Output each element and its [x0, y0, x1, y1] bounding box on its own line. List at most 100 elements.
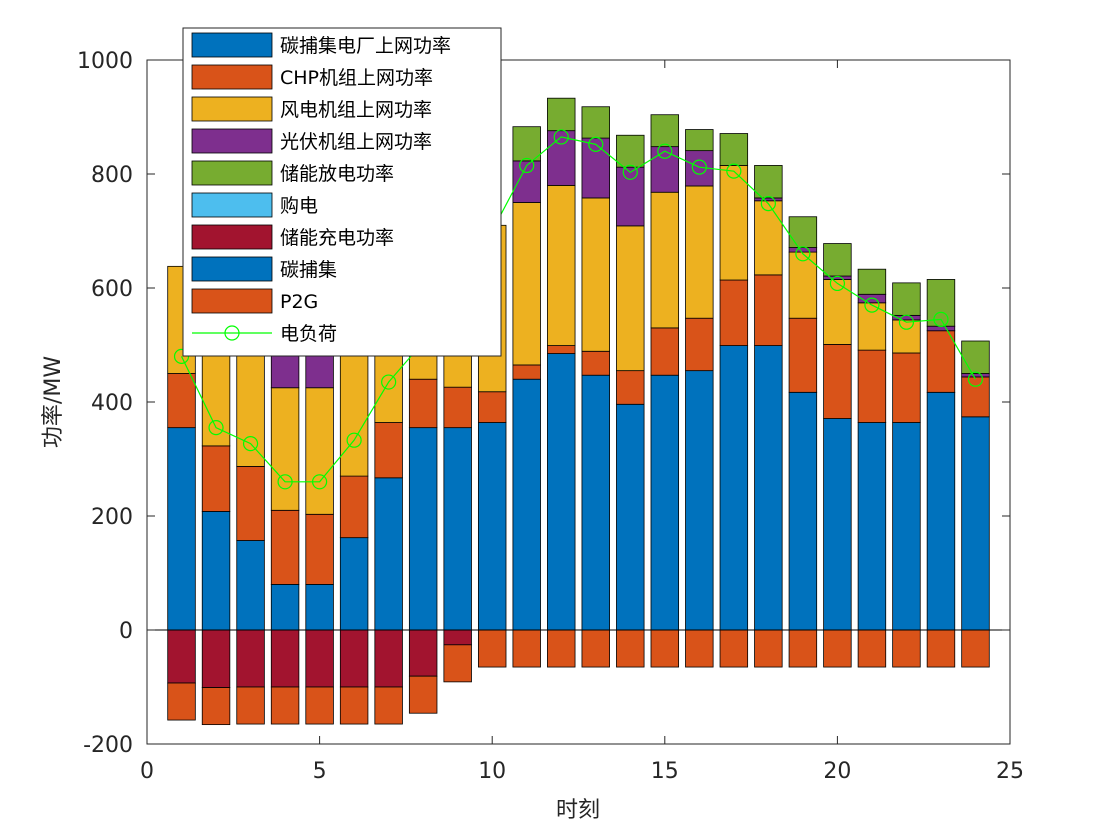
bar-storage-charge-2: [201, 629, 231, 688]
x-axis-label: 时刻: [556, 798, 600, 823]
bar-chp-19: [788, 317, 818, 393]
bar-ccs-plant-14: [616, 403, 645, 631]
bar-ccs-plant-24: [961, 416, 990, 631]
y-tick-label: 200: [91, 505, 133, 530]
load-marker-11: [519, 157, 535, 174]
load-marker-19: [795, 246, 811, 262]
bar-ccs-plant-9: [443, 427, 472, 631]
bar-ccs-plant-4: [270, 584, 300, 631]
bar-wind-22: [892, 319, 921, 354]
load-marker-24: [967, 371, 984, 387]
bar-storage-discharge-22: [892, 282, 921, 316]
x-tick-label: 10: [478, 759, 506, 784]
bar-chp-10: [477, 391, 507, 423]
bar-ccs-plant-12: [547, 353, 576, 631]
bar-chp-23: [926, 330, 956, 393]
load-marker-4: [277, 474, 293, 490]
legend-label: 光伏机组上网功率: [280, 131, 432, 153]
load-marker-16: [691, 159, 707, 175]
bar-storage-discharge-11: [512, 126, 541, 162]
load-marker-22: [898, 314, 915, 330]
bar-pv-24: [961, 373, 990, 378]
bar-chp-15: [650, 327, 680, 376]
bar-chp-4: [270, 509, 300, 585]
legend-label: CHP机组上网功率: [280, 67, 433, 89]
bar-ccs-plant-3: [236, 540, 265, 631]
bar-p2g-9: [443, 644, 472, 683]
legend-swatch: [191, 128, 273, 154]
legend-label: 电负荷: [280, 323, 337, 345]
bar-chp-13: [581, 350, 610, 376]
bar-ccs-plant-19: [788, 391, 818, 631]
bar-storage-charge-5: [305, 629, 334, 688]
load-marker-5: [312, 474, 328, 490]
bar-ccs-plant-2: [201, 511, 231, 631]
bar-wind-15: [650, 191, 680, 329]
x-tick-label: 25: [996, 759, 1024, 784]
bar-ccs-plant-11: [512, 378, 541, 631]
bar-chp-5: [305, 513, 334, 585]
bar-wind-11: [512, 202, 541, 366]
load-marker-6: [346, 432, 362, 448]
bar-p2g-21: [857, 629, 887, 668]
bar-chp-11: [512, 364, 541, 380]
bar-chp-22: [892, 352, 921, 423]
load-marker-18: [760, 196, 776, 212]
bar-ccs-plant-17: [719, 345, 749, 631]
bar-chp-14: [616, 370, 645, 405]
legend-swatch: [191, 256, 273, 282]
bar-storage-discharge-12: [547, 97, 576, 132]
y-tick-label: 0: [119, 619, 133, 644]
bar-ccs-plant-6: [339, 537, 369, 631]
bar-wind-16: [685, 185, 714, 319]
bar-storage-discharge-14: [616, 134, 645, 168]
bar-ccs-plant-22: [892, 422, 921, 631]
bar-p2g-12: [547, 629, 576, 668]
load-marker-23: [933, 311, 949, 327]
legend-label: 碳捕集: [280, 259, 337, 281]
bar-chp-21: [857, 349, 887, 423]
bar-ccs-plant-23: [926, 391, 956, 631]
bar-p2g-13: [581, 629, 610, 668]
bar-pv-18: [754, 197, 783, 202]
bar-pv-14: [616, 166, 645, 227]
bar-storage-discharge-21: [857, 268, 887, 295]
bar-ccs-plant-13: [581, 374, 610, 631]
bar-p2g-22: [892, 629, 921, 668]
legend: 碳捕集电厂上网功率 CHP机组上网功率风电机组上网功率光伏机组上网功率储能放电功率…: [182, 27, 502, 357]
bar-wind-19: [788, 251, 818, 319]
legend-swatch: [191, 192, 273, 218]
bar-p2g-16: [685, 629, 714, 668]
bar-chp-12: [547, 345, 576, 354]
y-tick-label: 400: [91, 391, 133, 416]
x-tick-label: 15: [651, 759, 679, 784]
legend-label: 购电: [280, 195, 318, 217]
legend-swatch: [191, 32, 273, 58]
y-tick-label: -200: [83, 733, 133, 758]
bar-p2g-10: [477, 629, 507, 668]
bar-pv-11: [512, 160, 541, 203]
load-marker-13: [588, 136, 604, 152]
bar-p2g-3: [236, 686, 265, 725]
bar-chp-3: [236, 466, 265, 541]
bar-storage-charge-7: [374, 629, 403, 688]
axes-layer: 0 5 10 15 20 25 -200 0 200 400 600 800 1000: [77, 49, 1024, 784]
bar-wind-12: [547, 184, 576, 346]
bar-p2g-14: [616, 629, 645, 668]
legend-label: 碳捕集电厂上网功率: [280, 35, 451, 57]
legend-swatch: [191, 288, 273, 314]
y-tick-label: 600: [91, 277, 133, 302]
bar-storage-discharge-18: [754, 165, 783, 199]
bar-storage-charge-3: [236, 629, 265, 688]
bar-storage-charge-4: [270, 629, 300, 688]
bar-pv-12: [547, 130, 576, 186]
bar-wind-2: [201, 344, 231, 447]
bar-pv-13: [581, 137, 610, 199]
load-marker-14: [622, 164, 638, 180]
bar-ccs-plant-8: [408, 427, 438, 631]
load-marker-15: [657, 143, 673, 159]
bar-storage-discharge-13: [581, 106, 610, 139]
bar-pv-4: [270, 351, 300, 389]
legend-label: 储能放电功率: [280, 163, 394, 185]
